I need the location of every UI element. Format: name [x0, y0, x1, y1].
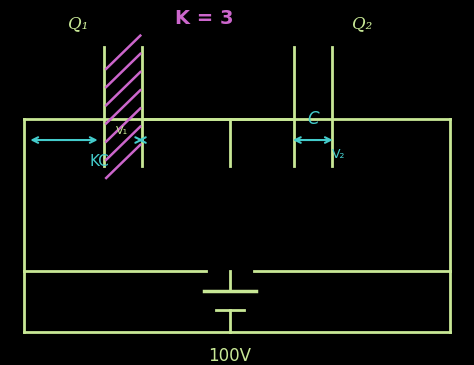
Text: Q₁: Q₁: [68, 15, 88, 32]
Text: KC: KC: [90, 154, 109, 169]
Text: V₂: V₂: [332, 148, 346, 161]
Text: C: C: [307, 110, 319, 128]
Text: 100V: 100V: [209, 347, 251, 365]
Text: V₁: V₁: [116, 126, 128, 135]
Text: Q₂: Q₂: [353, 15, 373, 32]
Text: K = 3: K = 3: [174, 9, 233, 28]
